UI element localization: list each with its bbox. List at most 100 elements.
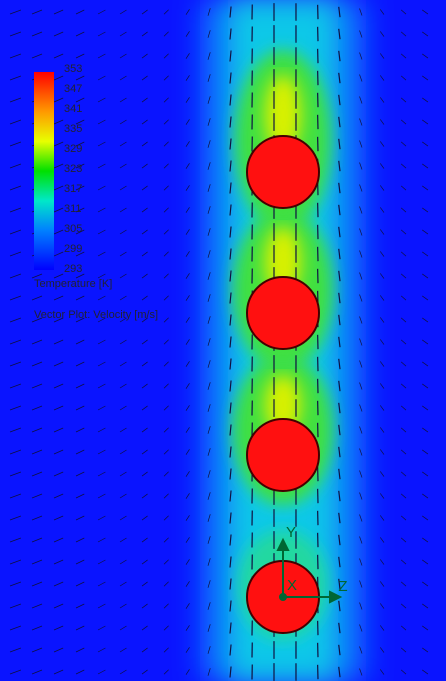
vector-arrow <box>185 317 190 323</box>
vector-arrow <box>229 28 232 40</box>
vector-arrow <box>141 317 148 323</box>
vector-arrow <box>229 292 232 304</box>
vector-arrow <box>207 360 211 368</box>
vector-arrow <box>422 383 429 389</box>
vector-arrow <box>207 162 211 170</box>
vector-arrow <box>229 160 232 172</box>
vector-arrow <box>229 600 232 612</box>
vector-arrow <box>380 163 385 169</box>
vector-arrow <box>185 647 190 653</box>
vector-arrow <box>163 53 169 59</box>
vector-arrow <box>119 515 127 521</box>
vector-arrow <box>338 292 341 304</box>
vector-arrow <box>229 644 232 656</box>
vector-arrow <box>163 405 169 411</box>
vector-arrow <box>229 94 232 106</box>
vector-arrow <box>400 97 407 103</box>
vector-arrow <box>229 270 232 282</box>
vector-arrow <box>53 537 64 543</box>
vector-arrow <box>359 8 363 16</box>
vector-arrow <box>141 515 148 521</box>
vector-arrow <box>359 646 363 654</box>
vector-arrow <box>207 338 211 346</box>
vector-arrow <box>119 449 127 455</box>
vector-arrow <box>338 204 341 216</box>
vector-arrow <box>359 272 363 280</box>
vector-arrow <box>400 559 407 565</box>
vector-arrow <box>9 9 22 15</box>
vector-arrow <box>400 229 407 235</box>
vector-arrow <box>400 361 407 367</box>
colorbar-ticks: 353 347 341 335 329 323 317 311 305 299 293 <box>64 63 82 275</box>
vector-arrow <box>75 493 85 499</box>
vector-arrow <box>75 163 85 169</box>
colorbar-tick-label: 347 <box>64 83 82 95</box>
legend-title: Temperature [K] <box>34 278 112 290</box>
vector-arrow <box>75 383 85 389</box>
vector-arrow <box>75 9 85 15</box>
vector-arrow <box>359 96 363 104</box>
vector-arrow <box>163 603 169 609</box>
vector-arrow <box>400 581 407 587</box>
vector-arrow <box>141 449 148 455</box>
heater <box>246 418 320 492</box>
vector-arrow <box>75 97 85 103</box>
vector-arrow <box>53 163 64 169</box>
vector-arrow <box>53 9 64 15</box>
vector-arrow <box>97 515 106 521</box>
vector-arrow <box>141 9 148 15</box>
vector-arrow <box>400 471 407 477</box>
vector-arrow <box>422 405 429 411</box>
vector-arrow <box>163 141 169 147</box>
vector-arrow <box>422 361 429 367</box>
vector-arrow <box>422 669 429 675</box>
triad-label: Z <box>338 578 347 595</box>
vector-arrow <box>75 647 85 653</box>
vector-arrow <box>75 273 85 279</box>
vector-arrow <box>380 647 385 653</box>
vector-arrow <box>9 427 22 433</box>
vector-arrow <box>75 31 85 37</box>
vector-arrow <box>359 162 363 170</box>
vector-arrow <box>400 31 407 37</box>
vector-arrow <box>338 116 341 128</box>
colorbar-tick-label: 293 <box>64 263 82 275</box>
vector-arrow <box>163 581 169 587</box>
vector-arrow <box>31 471 43 477</box>
vector-arrow <box>119 559 127 565</box>
vector-arrow <box>359 74 363 82</box>
vector-arrow <box>9 75 22 81</box>
vector-arrow <box>422 471 429 477</box>
vector-arrow <box>141 229 148 235</box>
vector-arrow <box>119 163 127 169</box>
vector-arrow <box>400 207 407 213</box>
vector-arrow <box>380 603 385 609</box>
vector-arrow <box>380 119 385 125</box>
vector-arrow <box>119 97 127 103</box>
vector-arrow <box>141 647 148 653</box>
vector-arrow <box>75 559 85 565</box>
vector-arrow <box>380 295 385 301</box>
vector-arrow <box>119 669 127 675</box>
vector-arrow <box>422 31 429 37</box>
vector-arrow <box>229 402 232 414</box>
vector-arrow <box>185 251 190 257</box>
colorbar-tick-label: 311 <box>64 203 82 215</box>
vector-arrow <box>9 31 22 37</box>
vector-arrow <box>400 647 407 653</box>
vector-arrow <box>185 295 190 301</box>
vector-arrow <box>9 317 22 323</box>
colorbar-tick-label: 341 <box>64 103 82 115</box>
vector-arrow <box>229 138 232 150</box>
vector-arrow <box>422 229 429 235</box>
vector-arrow <box>380 361 385 367</box>
vector-arrow <box>163 559 169 565</box>
vector-arrow <box>31 493 43 499</box>
vector-arrow <box>380 449 385 455</box>
vector-arrow <box>31 603 43 609</box>
vector-arrow <box>31 295 43 301</box>
vector-arrow <box>141 339 148 345</box>
vector-arrow <box>163 229 169 235</box>
vector-arrow <box>380 339 385 345</box>
